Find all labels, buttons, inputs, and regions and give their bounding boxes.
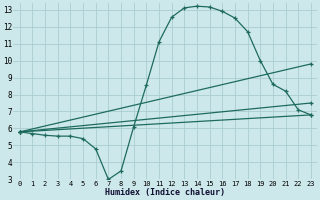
X-axis label: Humidex (Indice chaleur): Humidex (Indice chaleur)	[105, 188, 225, 197]
